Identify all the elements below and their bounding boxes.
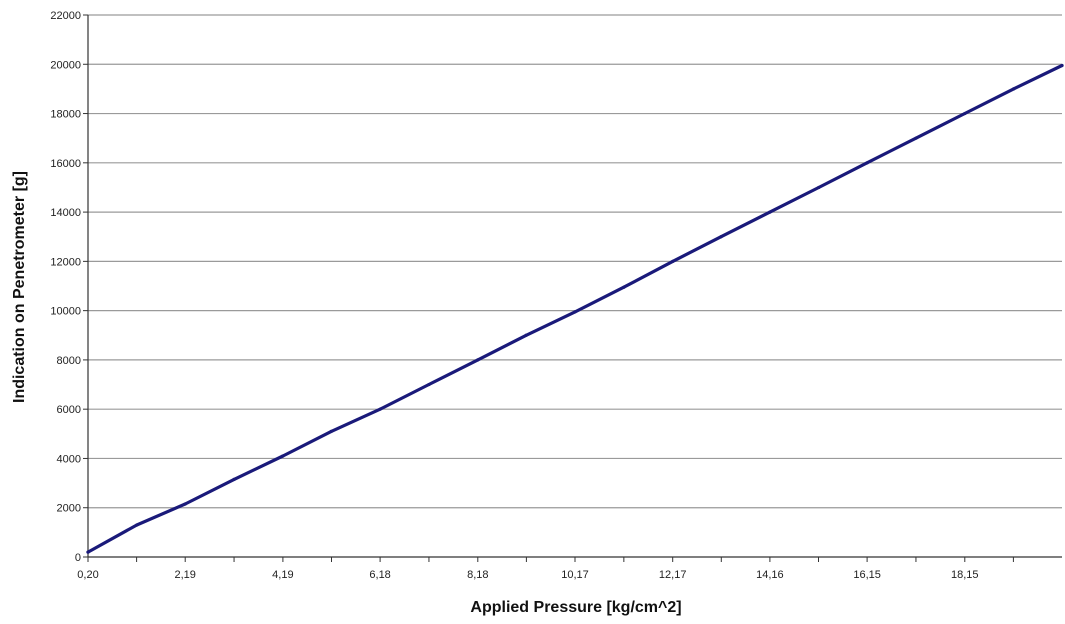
y-tick-label: 2000 bbox=[57, 503, 81, 515]
y-tick-label: 20000 bbox=[50, 59, 81, 71]
data-point bbox=[281, 454, 285, 458]
x-axis-title: Applied Pressure [kg/cm^2] bbox=[470, 599, 681, 616]
y-tick-label: 8000 bbox=[57, 355, 81, 367]
y-axis-title: Indication on Penetrometer [g] bbox=[11, 171, 28, 403]
data-point bbox=[817, 185, 821, 190]
data-point bbox=[427, 382, 431, 387]
x-tick-label: 12,17 bbox=[659, 569, 687, 581]
data-point bbox=[232, 477, 236, 481]
data-point bbox=[671, 259, 675, 263]
y-tick-label: 4000 bbox=[57, 453, 81, 465]
data-point bbox=[1012, 87, 1016, 91]
y-tick-label: 22000 bbox=[50, 10, 81, 22]
x-tick-label: 16,15 bbox=[853, 569, 881, 581]
data-point bbox=[329, 429, 333, 433]
y-tick-label: 6000 bbox=[57, 404, 81, 416]
data-point bbox=[378, 407, 382, 411]
data-point bbox=[768, 210, 772, 214]
data-point bbox=[963, 111, 967, 116]
series-layer bbox=[86, 63, 1064, 554]
y-tick-label: 0 bbox=[75, 552, 81, 564]
x-tick-label: 6,18 bbox=[369, 569, 390, 581]
x-tick-label: 2,19 bbox=[174, 569, 195, 581]
x-axis-ticks: 0,20 2,19 4,19 6,18 8,18 10,17 12,17 14,16 16,15… bbox=[77, 557, 1014, 581]
x-tick-label: 18,15 bbox=[951, 569, 979, 581]
data-point bbox=[719, 235, 723, 239]
y-tick-label: 18000 bbox=[50, 109, 81, 121]
data-point bbox=[183, 502, 187, 506]
x-tick-label: 10,17 bbox=[561, 569, 589, 581]
y-tick-label: 12000 bbox=[50, 256, 81, 268]
data-point bbox=[865, 161, 869, 165]
axes bbox=[87, 15, 1062, 558]
data-point bbox=[622, 285, 626, 289]
y-axis-ticks: 0 2000 4000 6000 8000 10000 12000 14000 16000 180… bbox=[50, 10, 88, 564]
y-tick-label: 16000 bbox=[50, 158, 81, 170]
data-point bbox=[476, 358, 480, 362]
x-tick-label: 4,19 bbox=[272, 569, 293, 581]
data-point bbox=[573, 310, 577, 314]
x-tick-label: 0,20 bbox=[77, 569, 98, 581]
gridlines bbox=[88, 14, 1062, 509]
data-point bbox=[524, 333, 528, 337]
data-point bbox=[914, 136, 918, 140]
x-tick-label: 8,18 bbox=[467, 569, 488, 581]
y-tick-label: 10000 bbox=[50, 306, 81, 318]
x-tick-label: 14,16 bbox=[756, 569, 784, 581]
data-point bbox=[1060, 63, 1064, 68]
data-point bbox=[86, 550, 90, 554]
data-point bbox=[135, 523, 139, 527]
y-tick-label: 14000 bbox=[50, 207, 81, 219]
